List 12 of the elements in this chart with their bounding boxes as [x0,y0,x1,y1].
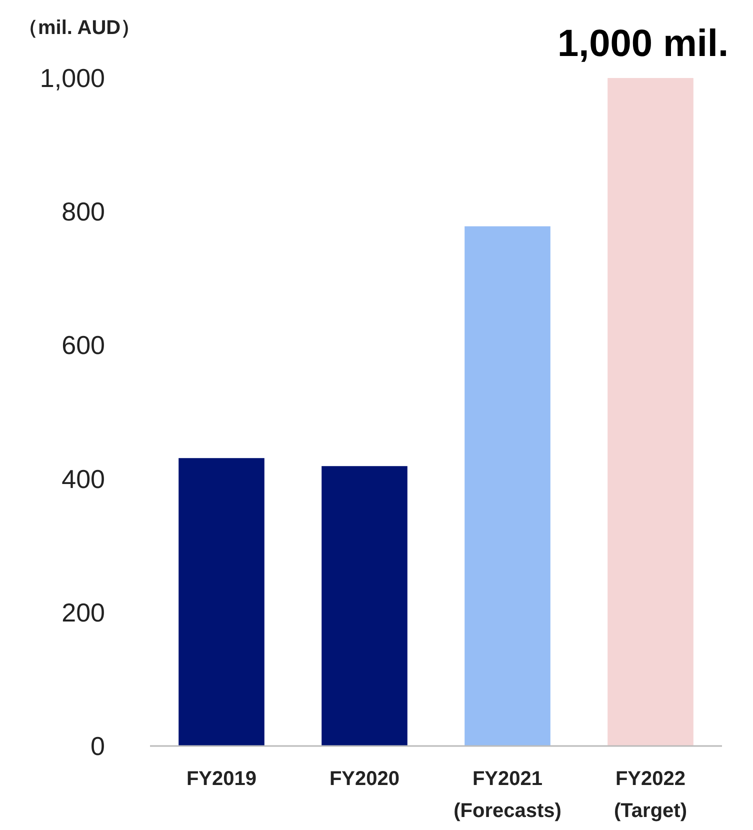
y-tick-label: 600 [62,330,105,360]
x-tick-label: FY2022 (Target) [614,768,687,822]
y-tick-label: 200 [62,597,105,628]
y-tick-label: 0 [90,731,105,761]
y-axis-title: （mil. AUD） [18,17,141,39]
x-tick-label: FY2020 [329,768,400,790]
x-tick-label: FY2021 (Forecasts) [454,768,562,822]
y-tick-label: 1,000 [40,63,105,93]
y-tick-label: 800 [62,196,105,227]
y-tick-label: 400 [62,464,105,494]
annotation: 1,000 mil. [557,23,729,65]
x-tick-label: FY2019 [186,768,257,790]
